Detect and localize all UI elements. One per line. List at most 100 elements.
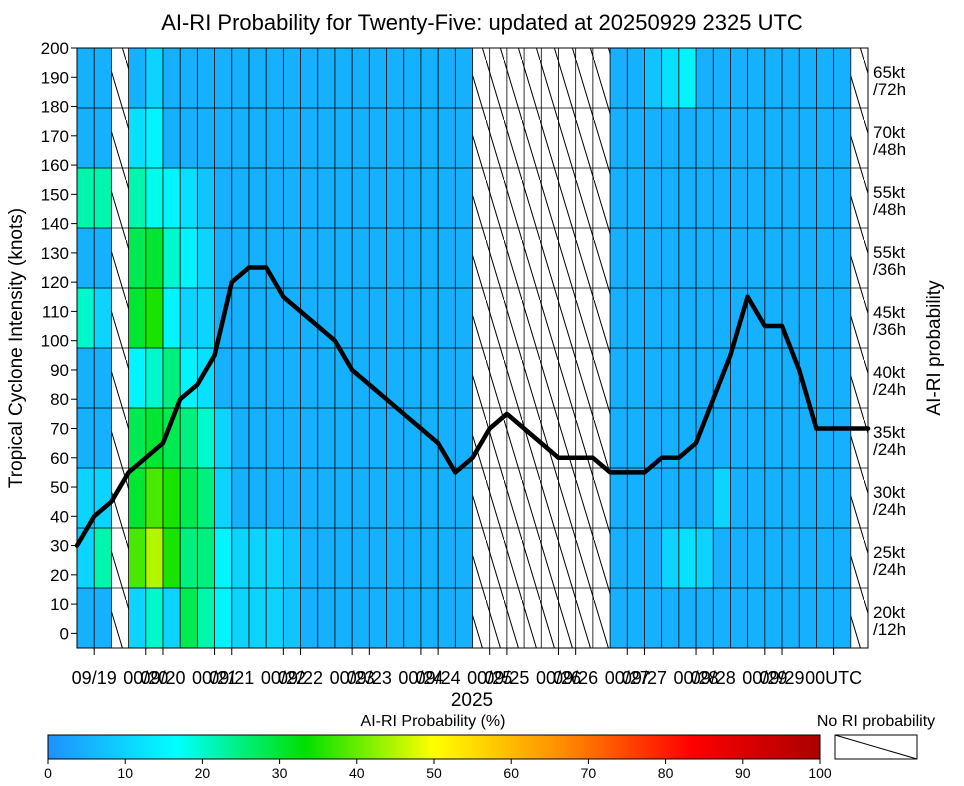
heatmap-cell	[197, 288, 215, 348]
x-tick-label: 09/23	[347, 668, 392, 688]
heatmap-cell	[317, 528, 335, 588]
y-tick-label: 40	[50, 507, 69, 526]
heatmap-cell	[180, 408, 198, 468]
heatmap-cell	[506, 168, 525, 228]
heatmap-cell	[266, 108, 284, 168]
heatmap-cell	[764, 228, 783, 288]
heatmap-cell	[661, 228, 679, 288]
band-label-period: /24h	[873, 560, 906, 579]
heatmap-cell	[162, 288, 181, 348]
heatmap-cell	[214, 228, 232, 288]
heatmap-cell	[438, 48, 456, 108]
heatmap-cell	[145, 348, 163, 408]
heatmap-cell	[266, 348, 284, 408]
heatmap-cell	[94, 108, 112, 168]
heatmap-cell	[128, 288, 146, 348]
heatmap-cell	[369, 588, 387, 648]
heatmap-cell	[816, 408, 834, 468]
heatmap-cell	[713, 48, 731, 108]
heatmap-cell	[386, 348, 404, 408]
heatmap-cell	[94, 528, 112, 588]
x-tick-label: 00/20	[123, 668, 168, 688]
heatmap-cell	[283, 48, 301, 108]
band-label-period: /72h	[873, 80, 906, 99]
heatmap-cell	[524, 228, 542, 288]
heatmap-cell	[713, 468, 731, 528]
heatmap-cell	[420, 528, 439, 588]
heatmap-cell	[248, 228, 267, 288]
heatmap-cell	[214, 48, 232, 108]
heatmap-cell	[696, 588, 714, 648]
heatmap-cell	[180, 228, 198, 288]
heatmap-cell	[610, 468, 628, 528]
heatmap-cell	[472, 468, 490, 528]
heatmap-cell	[833, 108, 851, 168]
heatmap-cell	[782, 408, 800, 468]
heatmap-cell	[438, 468, 456, 528]
heatmap-cell	[489, 528, 507, 588]
heatmap-cell	[403, 528, 421, 588]
heatmap-cell	[730, 348, 748, 408]
heatmap-cell	[420, 108, 439, 168]
heatmap-cell	[386, 288, 404, 348]
no-ri-legend-hatch	[834, 734, 918, 760]
heatmap-cell	[369, 228, 387, 288]
heatmap-cell	[438, 528, 456, 588]
heatmap-cell	[747, 48, 765, 108]
heatmap-cell	[850, 408, 868, 468]
heatmap-cell	[438, 168, 456, 228]
heatmap-cell	[94, 588, 112, 648]
heatmap-cell	[145, 528, 163, 588]
heatmap-cell	[610, 168, 628, 228]
chart-title: AI-RI Probability for Twenty-Five: updat…	[161, 10, 803, 35]
heatmap-cell	[610, 288, 628, 348]
heatmap-cell	[438, 588, 456, 648]
heatmap-cell	[592, 528, 611, 588]
heatmap-cell	[782, 288, 800, 348]
heatmap-cell	[145, 588, 163, 648]
heatmap-cell	[678, 408, 697, 468]
heatmap-cell	[214, 528, 232, 588]
heatmap-cell	[455, 288, 473, 348]
band-label-speed: 30kt	[873, 483, 905, 502]
heatmap-cell	[489, 228, 507, 288]
heatmap-cell	[747, 228, 765, 288]
heatmap-cell	[782, 348, 800, 408]
y-tick-label: 50	[50, 478, 69, 497]
heatmap-cell	[833, 48, 851, 108]
heatmap-cell	[420, 348, 439, 408]
heatmap-cell	[420, 48, 439, 108]
heatmap-cell	[782, 528, 800, 588]
x-tick-label: 09/27	[622, 668, 667, 688]
colorbar-tick-label: 40	[349, 765, 365, 781]
heatmap-cell	[283, 408, 301, 468]
heatmap-cell	[266, 288, 284, 348]
heatmap-cell	[77, 528, 95, 588]
heatmap-cell	[352, 528, 370, 588]
heatmap-cell	[128, 468, 146, 528]
heatmap-cell	[575, 48, 593, 108]
heatmap-cell	[317, 228, 335, 288]
heatmap-cell	[489, 168, 507, 228]
heatmap-cell	[661, 588, 679, 648]
heatmap-cell	[334, 168, 353, 228]
band-label-speed: 25kt	[873, 543, 905, 562]
heatmap-cell	[231, 348, 249, 408]
heatmap-cell	[489, 348, 507, 408]
heatmap-cell	[386, 108, 404, 168]
heatmap-cell	[369, 528, 387, 588]
heatmap-cell	[248, 528, 267, 588]
heatmap-cell	[455, 468, 473, 528]
heatmap-cell	[111, 408, 129, 468]
heatmap-cell	[730, 228, 748, 288]
heatmap-cell	[455, 408, 473, 468]
heatmap-cell	[317, 288, 335, 348]
x-tick-label: 00/24	[398, 668, 443, 688]
right-axis-label: AI-RI probability	[924, 280, 945, 416]
plot-grid	[77, 48, 868, 648]
y-tick-label: 200	[41, 39, 69, 58]
heatmap-cell	[747, 468, 765, 528]
heatmap-cell	[661, 288, 679, 348]
heatmap-cell	[94, 348, 112, 408]
heatmap-cell	[610, 588, 628, 648]
